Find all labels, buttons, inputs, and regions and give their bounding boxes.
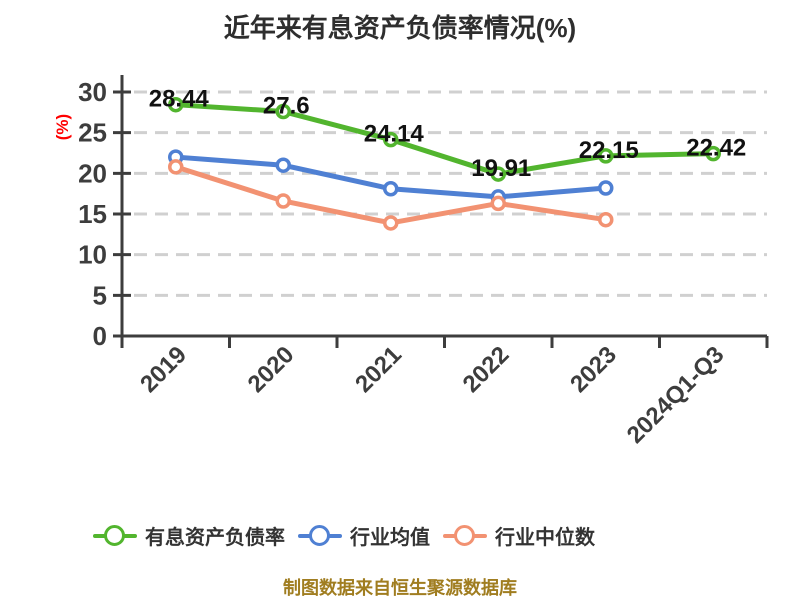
- y-tick-label: 0: [93, 321, 107, 351]
- data-point-label: 24.14: [364, 121, 425, 148]
- data-point-marker: [168, 159, 184, 175]
- data-source-note: 制图数据来自恒生聚源数据库: [283, 578, 517, 598]
- data-point-label: 28.44: [149, 86, 210, 113]
- data-point-marker: [383, 215, 399, 231]
- data-point-label: 22.15: [579, 137, 639, 164]
- x-tick-label: 2022: [458, 341, 515, 398]
- data-point-marker: [275, 157, 291, 173]
- x-tick-label: 2020: [243, 341, 300, 398]
- y-axis-unit-label: (%): [53, 114, 72, 140]
- legend-item-series-2[interactable]: 行业中位数: [443, 521, 595, 550]
- data-point-marker: [598, 180, 614, 196]
- data-point-marker: [598, 211, 614, 228]
- y-tick-label: 10: [78, 240, 107, 270]
- data-point-marker: [275, 103, 291, 120]
- data-point-marker: [598, 148, 614, 164]
- chart-legend: 有息资产负债率 行业均值 行业中位数: [93, 521, 595, 550]
- legend-item-series-1[interactable]: 行业均值: [298, 521, 430, 550]
- x-tick-label: 2019: [135, 341, 192, 398]
- y-tick-label: 30: [78, 77, 107, 107]
- y-tick-label: 20: [78, 158, 107, 188]
- x-tick-label: 2021: [350, 341, 407, 398]
- data-point-label: 27.6: [263, 93, 310, 120]
- legend-label: 有息资产负债率: [145, 527, 285, 549]
- data-point-marker: [383, 131, 399, 148]
- line-marker-icon: [298, 523, 342, 549]
- data-point-marker: [490, 166, 506, 182]
- y-tick-label: 15: [78, 199, 107, 229]
- chart-title: 近年来有息资产负债率情况(%): [223, 13, 577, 43]
- data-point-marker: [168, 96, 184, 113]
- y-tick-label: 25: [78, 118, 107, 148]
- y-tick-label: 5: [93, 280, 107, 310]
- line-marker-icon: [93, 523, 137, 549]
- legend-label: 行业均值: [350, 527, 430, 549]
- data-point-marker: [275, 193, 291, 209]
- data-point-label: 22.42: [686, 135, 746, 162]
- legend-item-series-0[interactable]: 有息资产负债率: [93, 521, 285, 550]
- series-line-0: [173, 102, 716, 177]
- legend-label: 行业中位数: [495, 527, 595, 549]
- line-marker-icon: [443, 523, 487, 549]
- data-point-marker: [705, 145, 721, 162]
- data-point-marker: [383, 181, 399, 197]
- x-tick-label: 2023: [565, 341, 622, 398]
- data-point-label: 19.91: [471, 155, 531, 182]
- data-point-marker: [490, 195, 506, 212]
- x-tick-label: 2024Q1-Q3: [622, 341, 730, 449]
